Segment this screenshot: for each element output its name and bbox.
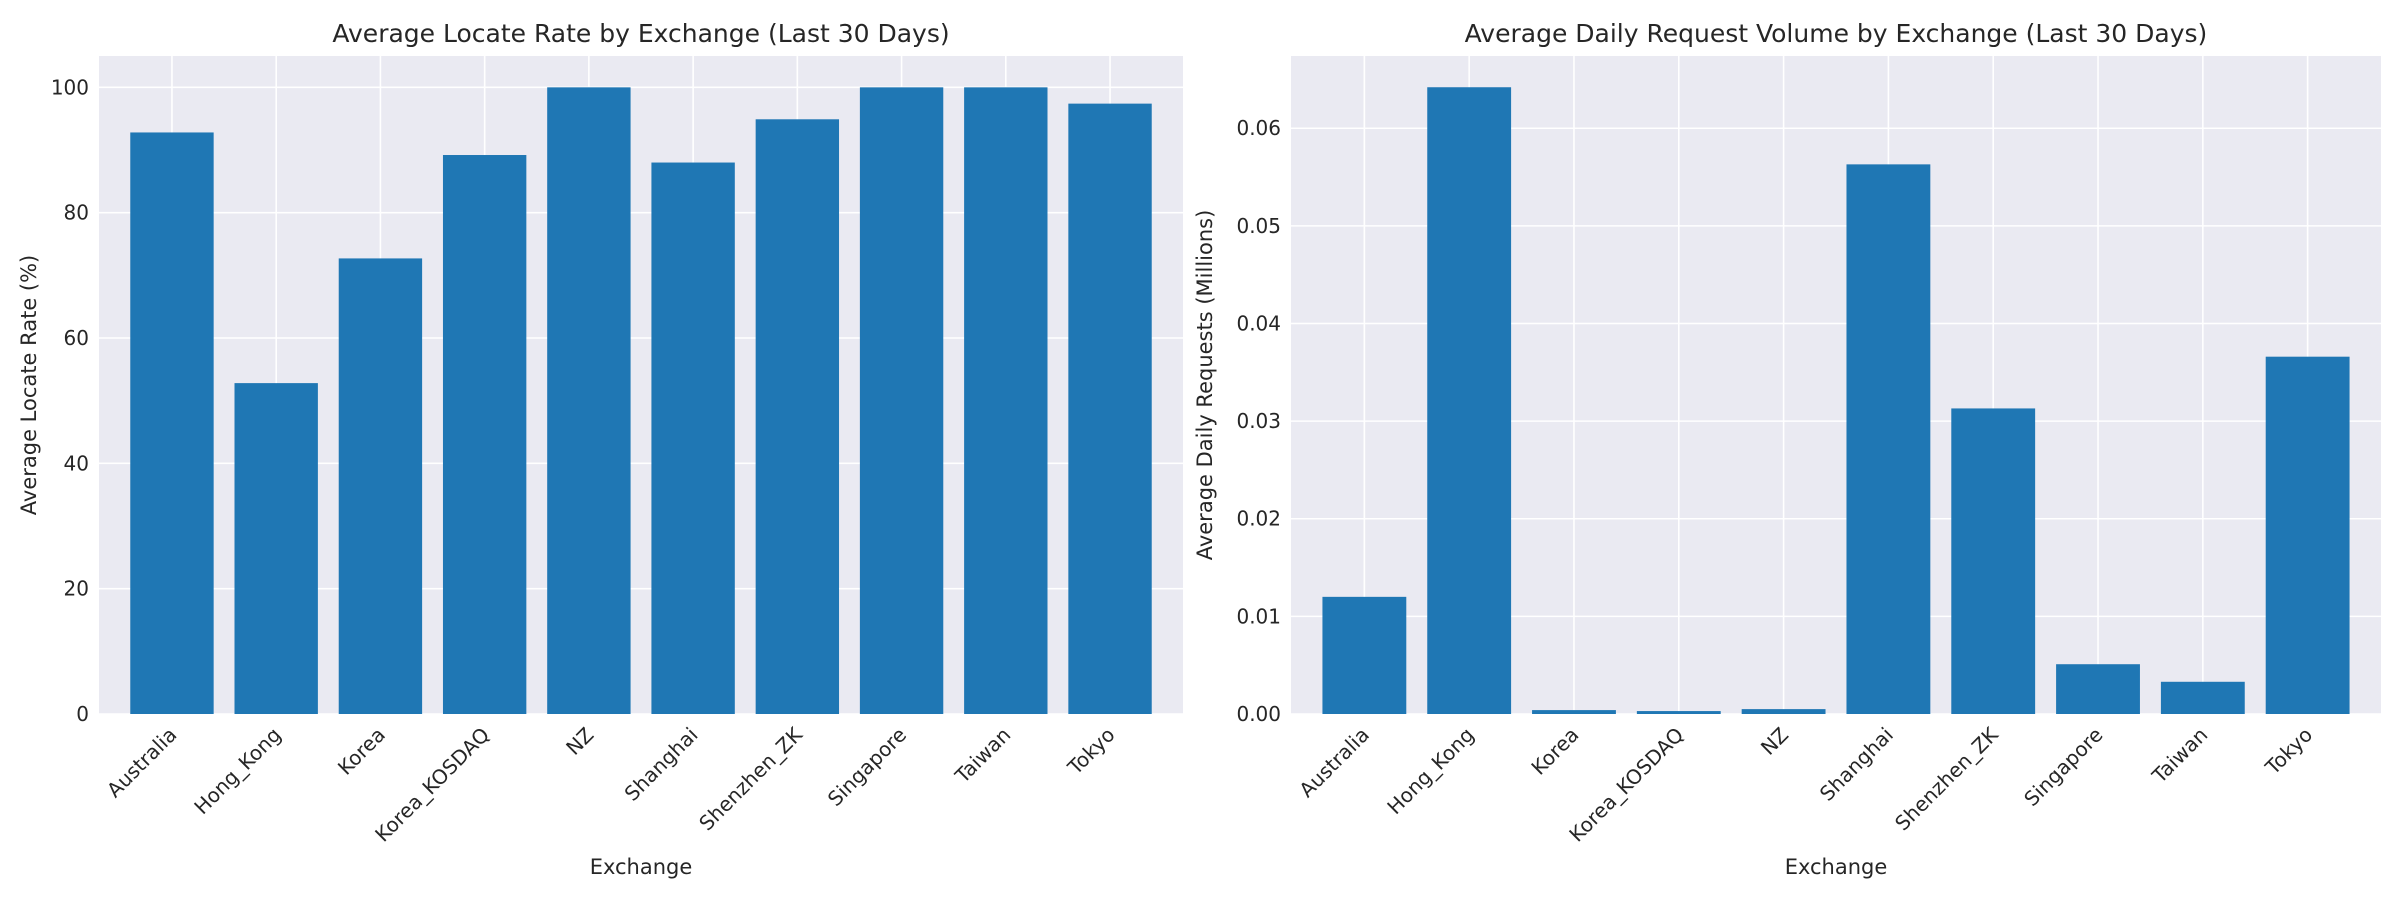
bar-shenzhen-zk <box>1951 408 2036 714</box>
x-tick-label: Australia <box>102 723 182 803</box>
bar-shanghai <box>1846 164 1931 714</box>
y-tick-label: 0.02 <box>1236 507 1281 531</box>
bar-korea-kosdaq <box>1636 711 1721 714</box>
x-tick-label: Korea_KOSDAQ <box>370 723 494 847</box>
y-tick-labels: 0.00 0.01 0.02 0.03 0.04 0.05 0.06 <box>1236 116 1281 726</box>
x-tick-label: Shanghai <box>1815 723 1898 806</box>
x-tick-label: Korea_KOSDAQ <box>1564 723 1688 847</box>
y-axis-label: Average Locate Rate (%) <box>17 255 41 516</box>
y-tick-label: 100 <box>51 75 89 99</box>
x-tick-label: Korea <box>1526 723 1583 780</box>
bar-nz <box>1741 709 1826 714</box>
bar-taiwan <box>2160 681 2245 714</box>
x-tick-label: NZ <box>561 723 598 760</box>
x-tick-label: Korea <box>333 723 390 780</box>
y-tick-label: 0.04 <box>1236 311 1281 335</box>
y-tick-labels: 0 20 40 60 80 100 <box>51 75 89 726</box>
y-tick-label: 0.06 <box>1236 116 1281 140</box>
bar-shenzhen-zk <box>755 119 840 714</box>
x-tick-label: Shenzhen_ZK <box>1890 722 2003 835</box>
x-tick-label: Hong_Kong <box>189 723 285 819</box>
x-tick-label: Taiwan <box>2147 723 2213 789</box>
x-tick-label: Shanghai <box>620 723 703 806</box>
bar-korea-kosdaq <box>442 155 527 715</box>
x-tick-label: Tokyo <box>1062 723 1119 780</box>
y-tick-label: 60 <box>64 326 89 350</box>
y-axis-label: Average Daily Requests (Millions) <box>1193 210 1217 561</box>
bar-taiwan <box>964 87 1048 715</box>
y-tick-label: 0.03 <box>1236 409 1281 433</box>
y-tick-label: 0.01 <box>1236 604 1281 628</box>
bar-tokyo <box>2265 356 2350 714</box>
bar-korea <box>338 258 423 714</box>
bar-hong-kong <box>1427 87 1512 714</box>
x-axis-label: Exchange <box>590 855 693 879</box>
bar-tokyo <box>1068 103 1152 715</box>
bar-nz <box>547 87 631 715</box>
y-tick-label: 0.05 <box>1236 214 1281 238</box>
bars <box>1322 87 2350 714</box>
bar-hong-kong <box>234 383 318 714</box>
x-tick-label: Tokyo <box>2260 723 2317 780</box>
x-tick-label: Singapore <box>2019 723 2107 811</box>
x-tick-label: Australia <box>1294 723 1374 803</box>
chart-title: Average Locate Rate by Exchange (Last 30… <box>332 19 949 48</box>
x-tick-label: Taiwan <box>950 723 1016 789</box>
bar-australia <box>1322 596 1407 714</box>
bar-australia <box>130 132 214 714</box>
y-tick-label: 80 <box>64 201 89 225</box>
bar-korea <box>1532 710 1616 714</box>
chart-title: Average Daily Request Volume by Exchange… <box>1465 19 2208 48</box>
x-tick-label: Singapore <box>823 723 911 811</box>
x-tick-label: NZ <box>1756 723 1793 760</box>
bars <box>130 87 1152 715</box>
y-tick-label: 20 <box>64 577 89 601</box>
locate-rate-chart: 0 20 40 60 80 100 Australia Hong_Kong KoreaKore… <box>17 19 1183 879</box>
bar-singapore <box>2056 664 2140 714</box>
bar-shanghai <box>651 162 735 715</box>
y-tick-label: 40 <box>64 451 89 475</box>
x-tick-label: Shenzhen_ZK <box>694 722 807 835</box>
y-tick-label: 0.00 <box>1236 702 1281 726</box>
y-tick-label: 0 <box>76 702 89 726</box>
x-tick-label: Hong_Kong <box>1382 723 1478 819</box>
x-axis-label: Exchange <box>1785 855 1888 879</box>
request-volume-chart: 0.00 0.01 0.02 0.03 0.04 0.05 0.06 Australia Ho… <box>1193 19 2381 879</box>
bar-singapore <box>859 87 944 715</box>
